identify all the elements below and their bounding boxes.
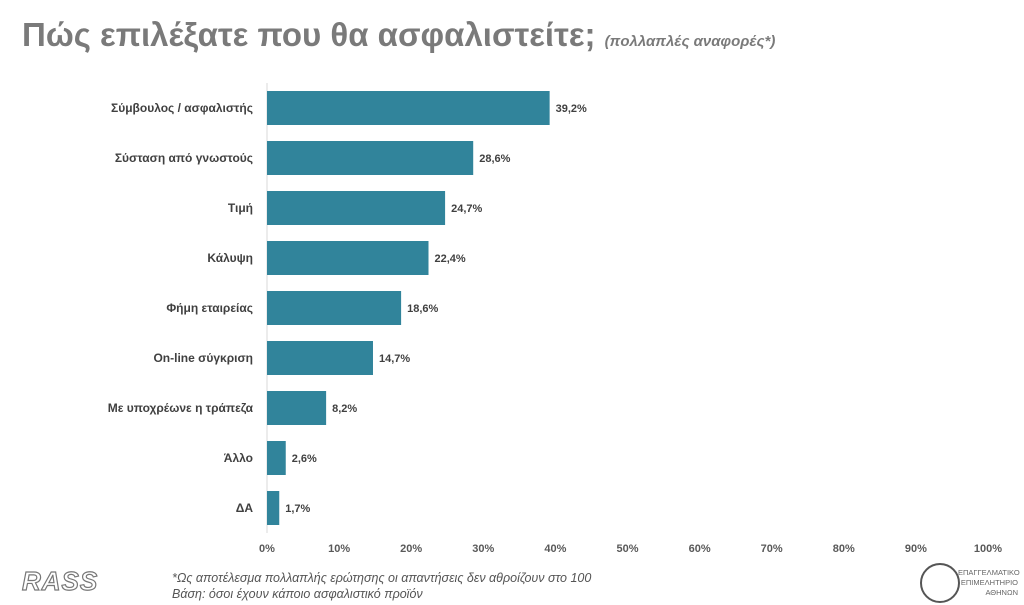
x-tick-label: 50% — [616, 543, 638, 555]
seal-line: ΕΠΑΓΓΕΛΜΑΤΙΚΟ — [958, 568, 1020, 577]
bar — [267, 291, 402, 325]
category-label: Κάλυψη — [207, 251, 253, 265]
data-label: 24,7% — [451, 203, 482, 215]
bar — [267, 191, 446, 225]
bar — [267, 491, 280, 525]
bar-chart: Σύμβουλος / ασφαλιστής 39,2% Σύσταση από γ… — [108, 83, 1002, 555]
title-text: Πώς επιλέξατε που θα ασφαλιστείτε; — [22, 16, 596, 53]
seal-line: ΑΘΗΝΩΝ — [985, 588, 1018, 597]
category-label: Σύσταση από γνωστούς — [115, 151, 253, 165]
x-tick-label: 70% — [761, 543, 783, 555]
category-label: On-line σύγκριση — [153, 351, 253, 365]
data-label: 2,6% — [292, 453, 317, 465]
bar — [267, 441, 286, 475]
category-label: Με υποχρέωνε η τράπεζα — [108, 401, 254, 415]
data-label: 22,4% — [435, 253, 466, 265]
chamber-seal-icon — [920, 563, 960, 603]
bar — [267, 141, 474, 175]
data-label: 39,2% — [556, 103, 587, 115]
bar — [267, 391, 327, 425]
x-tick-label: 40% — [544, 543, 566, 555]
bar — [267, 241, 429, 275]
chart-title: Πώς επιλέξατε που θα ασφαλιστείτε; (πολλ… — [22, 16, 775, 54]
x-tick-label: 60% — [689, 543, 711, 555]
bar — [267, 341, 373, 375]
footnotes: *Ως αποτέλεσμα πολλαπλής ερώτησης οι απα… — [172, 570, 591, 602]
category-label: ΔΑ — [236, 501, 254, 515]
seal-line: ΕΠΙΜΕΛΗΤΗΡΙΟ — [960, 578, 1018, 587]
category-label: Φήμη εταιρείας — [166, 301, 253, 315]
bar — [267, 91, 550, 125]
x-tick-label: 90% — [905, 543, 927, 555]
footnote-2: Βάση: όσοι έχουν κάποιο ασφαλιστικό προϊ… — [172, 587, 423, 601]
x-tick-label: 80% — [833, 543, 855, 555]
data-label: 18,6% — [407, 303, 438, 315]
x-tick-label: 100% — [974, 543, 1002, 555]
data-label: 28,6% — [479, 153, 510, 165]
data-label: 1,7% — [285, 503, 310, 515]
x-tick-label: 30% — [472, 543, 494, 555]
x-tick-label: 10% — [328, 543, 350, 555]
category-label: Άλλο — [224, 451, 253, 465]
category-label: Σύμβουλος / ασφαλιστής — [111, 101, 253, 115]
footnote-1: *Ως αποτέλεσμα πολλαπλής ερώτησης οι απα… — [172, 571, 592, 585]
chamber-name: ΕΠΑΓΓΕΛΜΑΤΙΚΟ ΕΠΙΜΕΛΗΤΗΡΙΟ ΑΘΗΝΩΝ — [958, 568, 1020, 598]
data-label: 8,2% — [332, 403, 357, 415]
x-tick-label: 20% — [400, 543, 422, 555]
category-label: Τιμή — [228, 201, 253, 215]
data-label: 14,7% — [379, 353, 410, 365]
x-tick-label: 0% — [259, 543, 275, 555]
subtitle: (πολλαπλές αναφορές*) — [604, 33, 776, 50]
rass-logo: RASS — [21, 565, 99, 596]
